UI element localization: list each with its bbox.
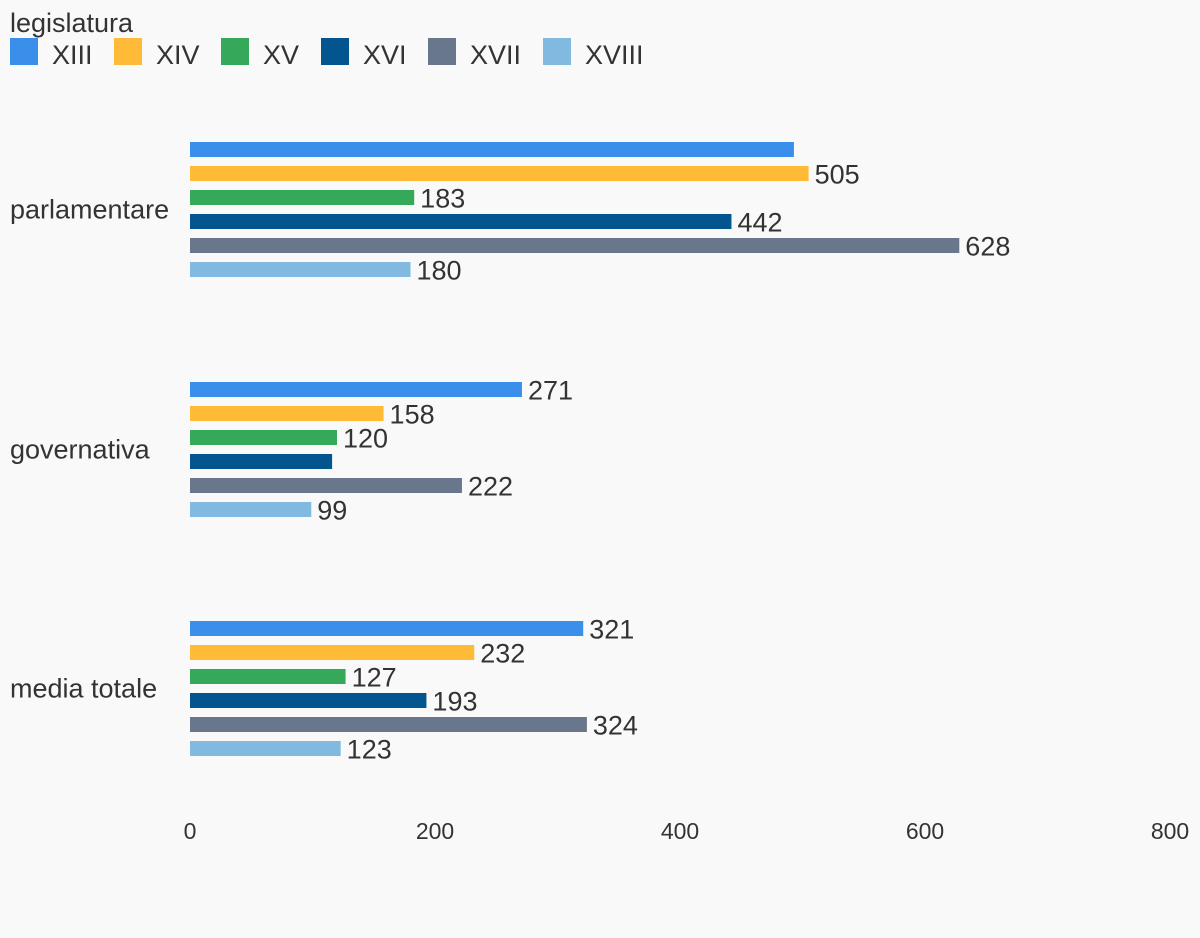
data-label: 271 [528,376,573,406]
bar [190,262,411,277]
legend-item-xvi[interactable]: XVI [321,38,407,70]
legend-item-xiv[interactable]: XIV [114,38,200,70]
legend-swatch [10,38,38,65]
x-tick-label: 800 [1151,818,1189,844]
legend-swatch [543,38,571,65]
legend-title: legislatura [10,8,134,38]
category-label: governativa [10,435,151,465]
data-label: 324 [593,711,638,741]
bar [190,669,346,684]
data-label: 180 [417,256,462,286]
legend: legislatura XIII XIV XV XVI XVII XVIII [10,8,644,70]
x-tick-label: 600 [906,818,944,844]
data-label: 442 [737,208,782,238]
data-label: 123 [347,735,392,765]
legend-swatch [321,38,349,65]
bar [190,190,415,205]
legend-swatch [221,38,249,65]
legend-item-xv[interactable]: XV [221,38,299,70]
data-label: 232 [480,639,525,669]
data-label: 193 [432,687,477,717]
bar [190,693,427,708]
data-label: 222 [468,472,513,502]
bar [190,717,587,732]
legend-label: XIV [156,40,200,70]
category-labels: parlamentare governativa media totale [10,195,169,704]
bar [190,430,337,445]
data-label: 505 [815,160,860,190]
bar [190,166,809,181]
category-label: parlamentare [10,195,169,225]
data-label: 127 [352,663,397,693]
bar [190,214,732,229]
legend-label: XVIII [585,40,644,70]
x-tick-label: 200 [416,818,454,844]
data-label: 99 [317,496,347,526]
bar [190,382,522,397]
legend-label: XVI [363,40,407,70]
data-label: 321 [589,615,634,645]
bar [190,645,475,660]
bar [190,502,312,517]
bar [190,621,584,636]
legend-label: XV [263,40,299,70]
bar [190,454,333,469]
legend-label: XVII [470,40,521,70]
x-axis: 0 200 400 600 800 [184,818,1190,844]
x-tick-label: 400 [661,818,699,844]
bar [190,741,341,756]
legend-label: XIII [52,40,93,70]
legend-item-xiii[interactable]: XIII [10,38,93,70]
bar [190,478,462,493]
data-label: 183 [420,184,465,214]
data-label: 158 [390,400,435,430]
data-label: 628 [965,232,1010,262]
bar [190,406,384,421]
legend-item-xvii[interactable]: XVII [428,38,521,70]
bar [190,238,960,253]
legend-item-xviii[interactable]: XVIII [543,38,644,70]
legend-swatch [428,38,456,65]
legend-swatch [114,38,142,65]
category-label: media totale [10,674,157,704]
bars [190,142,960,756]
bar [190,142,794,157]
x-tick-label: 0 [184,818,197,844]
data-label: 120 [343,424,388,454]
